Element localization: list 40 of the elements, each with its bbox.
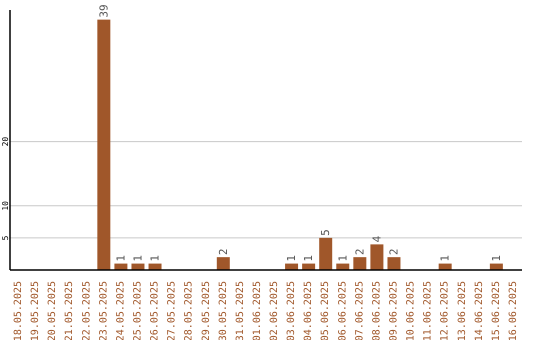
bar (114, 264, 128, 270)
x-tick-label: 18.05.2025 (13, 281, 24, 340)
bar (353, 257, 366, 270)
data-label: 4 (370, 235, 384, 242)
data-label: 1 (490, 254, 503, 262)
data-label: 2 (216, 248, 230, 256)
bar (148, 264, 162, 270)
y-tick-label: 10 (1, 200, 10, 211)
x-tick-label: 13.06.2025 (456, 281, 468, 340)
y-tick-label: 20 (1, 136, 10, 146)
x-tick-label: 11.06.2025 (422, 281, 434, 340)
data-label: 1 (131, 254, 144, 262)
y-tick-label: 5 (1, 235, 10, 240)
bar (387, 257, 400, 270)
data-label: 5 (319, 229, 332, 236)
x-tick-label: 15.06.2025 (490, 281, 502, 340)
x-tick-label: 12.06.2025 (440, 281, 451, 340)
x-tick-label: 10.06.2025 (406, 281, 417, 340)
data-label: 2 (387, 248, 400, 256)
data-label: 1 (302, 254, 316, 262)
data-label: 1 (148, 254, 162, 262)
bar (336, 264, 350, 270)
data-label: 2 (353, 248, 366, 256)
bar (97, 20, 110, 270)
bar (302, 264, 316, 270)
x-tick-label: 14.06.2025 (474, 281, 485, 340)
x-tick-label: 19.05.2025 (30, 281, 42, 340)
data-label: 1 (285, 254, 298, 262)
data-label: 39 (97, 4, 110, 18)
bar (216, 257, 230, 270)
bar (370, 244, 384, 270)
bar (285, 264, 298, 270)
bar (319, 238, 332, 270)
data-label: 1 (336, 254, 350, 262)
bar (490, 264, 503, 270)
data-label: 1 (114, 254, 128, 262)
data-label: 1 (438, 254, 452, 262)
x-tick-label: 16.06.2025 (508, 281, 519, 340)
bar (131, 264, 144, 270)
bar (438, 264, 452, 270)
